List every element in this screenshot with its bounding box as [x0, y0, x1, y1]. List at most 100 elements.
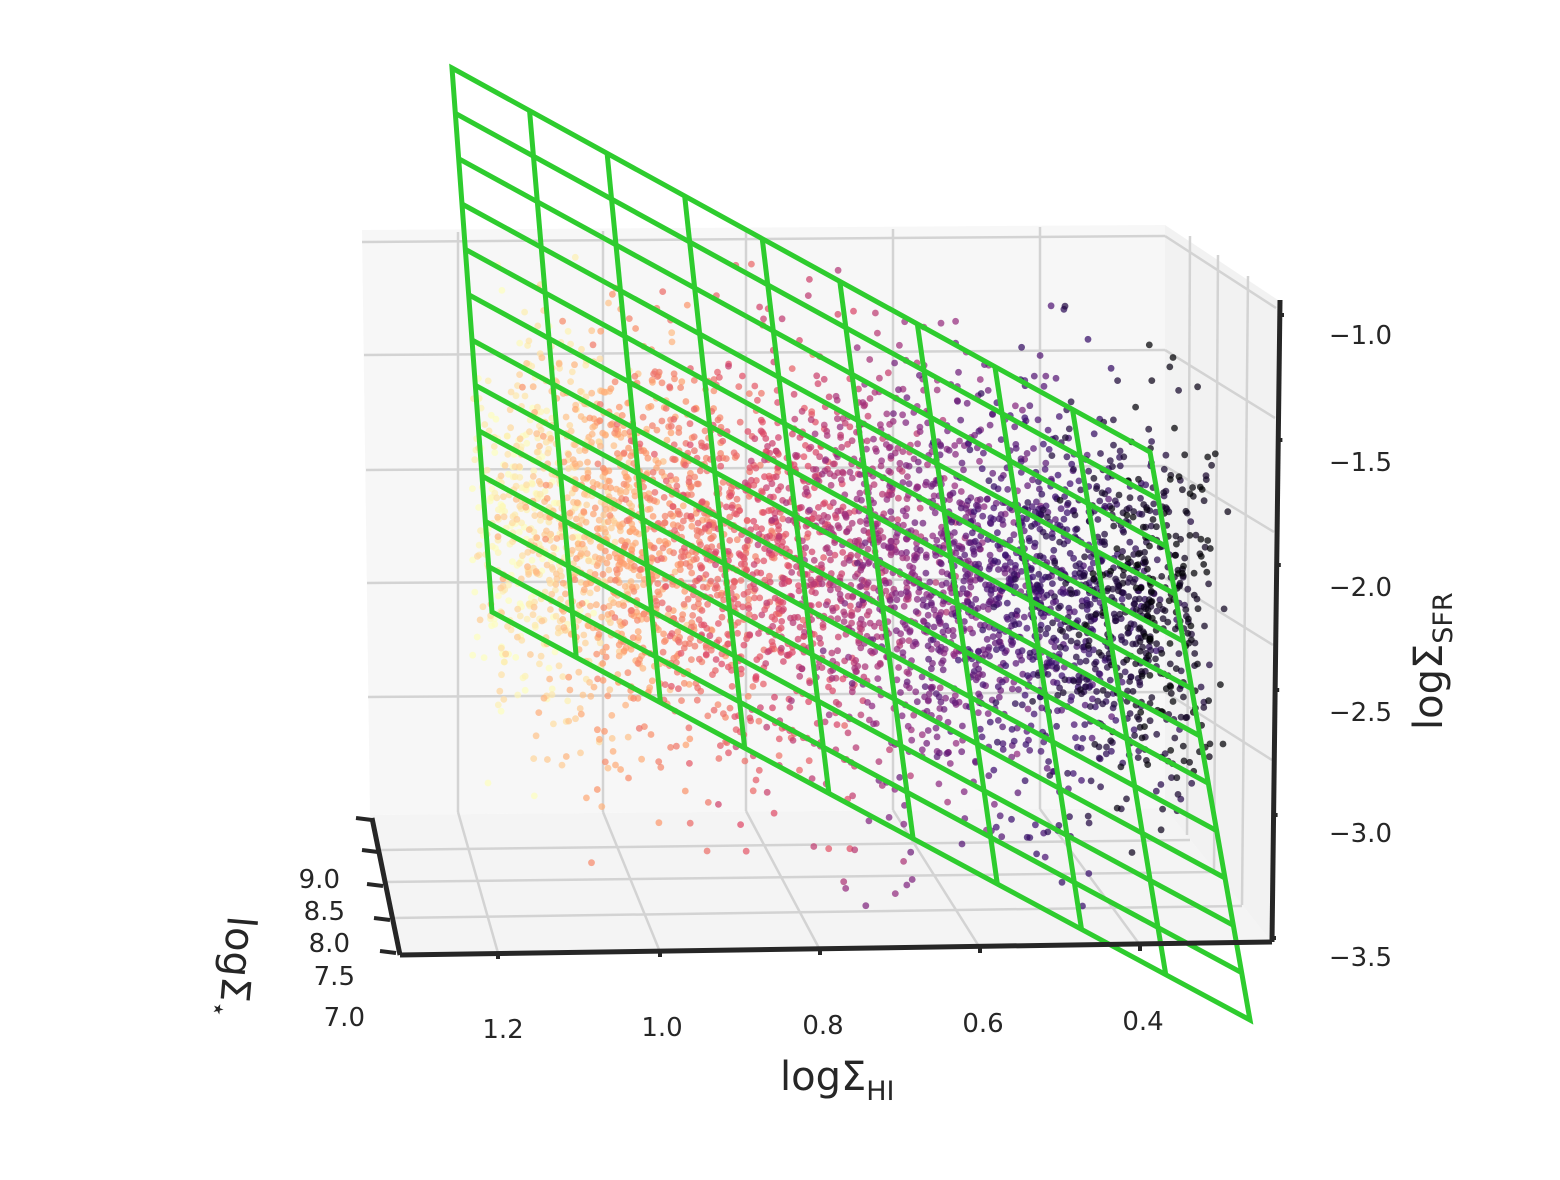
scatter-point: [798, 504, 805, 511]
scatter-point: [606, 512, 614, 519]
scatter-point: [669, 503, 677, 510]
scatter-point: [682, 398, 690, 405]
scatter-point: [829, 687, 836, 695]
scatter-point: [588, 327, 596, 335]
scatter-point: [538, 354, 546, 362]
scatter-point: [1136, 624, 1144, 632]
scatter-point: [1055, 822, 1063, 829]
scatter-point: [1172, 665, 1180, 672]
scatter-point: [1031, 539, 1039, 547]
scatter-point: [1110, 700, 1118, 708]
scatter-point: [1123, 795, 1130, 803]
scatter-point: [855, 601, 863, 609]
scatter-point: [863, 581, 871, 588]
scatter-point: [524, 563, 531, 571]
scatter-point: [788, 697, 795, 705]
scatter-point: [1145, 652, 1153, 660]
scatter-point: [924, 727, 932, 734]
scatter-point: [1188, 636, 1195, 644]
scatter-point: [931, 509, 939, 517]
scatter-point: [481, 421, 489, 428]
scatter-point: [899, 448, 907, 455]
scatter-point: [1101, 541, 1109, 548]
x-axis-label-sub: HI: [866, 1076, 894, 1107]
scatter-point: [860, 673, 868, 681]
scatter-point: [800, 453, 808, 461]
scatter-point: [822, 601, 830, 609]
scatter-point: [1070, 677, 1078, 685]
scatter-point: [1220, 605, 1228, 613]
scatter-point: [620, 602, 627, 609]
scatter-point: [848, 474, 856, 482]
scatter-point: [567, 378, 574, 385]
scatter-point: [667, 429, 675, 437]
scatter-point: [748, 476, 755, 484]
scatter-point: [484, 779, 492, 787]
scatter-point: [555, 624, 562, 632]
x-tick-label: 0.8: [802, 1011, 843, 1041]
scatter-point: [771, 693, 778, 701]
scatter-point: [1059, 590, 1067, 597]
scatter-point: [564, 327, 572, 335]
scatter-point: [979, 626, 987, 634]
scatter-point: [691, 473, 699, 481]
scatter-point: [726, 537, 734, 544]
scatter-point: [1179, 742, 1187, 750]
scatter-point: [653, 426, 661, 434]
scatter-point: [1077, 486, 1085, 494]
scatter-point: [1098, 489, 1106, 497]
scatter-point: [682, 741, 690, 749]
scatter-point: [785, 516, 792, 524]
scatter-point: [635, 634, 642, 641]
scatter-point: [903, 678, 911, 686]
scatter-point: [963, 399, 971, 407]
scatter-point: [537, 517, 544, 524]
scatter-point: [636, 566, 644, 573]
scatter-point: [804, 462, 812, 470]
scatter-point: [1107, 737, 1115, 745]
scatter-point: [972, 595, 980, 603]
scatter-point: [1095, 754, 1103, 762]
scatter-point: [1138, 510, 1146, 518]
scatter-point: [925, 655, 932, 663]
scatter-point: [744, 536, 751, 544]
scatter-point: [995, 594, 1003, 601]
scatter-point: [681, 544, 688, 552]
scatter-point: [686, 760, 693, 767]
scatter-point: [890, 410, 897, 417]
scatter-point: [493, 494, 501, 502]
scatter-point: [588, 430, 596, 438]
scatter-point: [596, 417, 604, 425]
scatter-point: [529, 473, 537, 480]
scatter-point: [761, 473, 768, 481]
scatter-point: [498, 671, 505, 679]
scatter-point: [521, 308, 528, 316]
scatter-point: [734, 619, 742, 626]
scatter-point: [704, 600, 711, 608]
scatter-point: [1070, 554, 1077, 562]
scatter-point: [746, 714, 754, 722]
y-tick-mark: [379, 949, 397, 955]
scatter-point: [958, 459, 966, 467]
scatter-point: [1124, 629, 1132, 637]
scatter-point: [752, 523, 760, 531]
scatter-point: [1186, 490, 1194, 497]
scatter-point: [980, 449, 987, 457]
scatter-point: [630, 695, 637, 702]
scatter-point: [1014, 789, 1022, 797]
scatter-point: [1152, 508, 1160, 516]
scatter-point: [961, 551, 969, 559]
scatter-point: [956, 437, 963, 445]
scatter-point: [768, 613, 776, 621]
scatter-point: [631, 562, 638, 570]
scatter-point: [1146, 717, 1154, 725]
scatter-point: [893, 645, 901, 653]
scatter-point: [1085, 870, 1093, 877]
scatter-point: [548, 685, 556, 693]
scatter-point: [1044, 624, 1052, 632]
scatter-point: [715, 455, 723, 462]
scatter-point: [907, 772, 914, 780]
scatter-point: [918, 746, 926, 754]
scatter-point: [615, 403, 623, 411]
scatter-point: [876, 374, 883, 382]
